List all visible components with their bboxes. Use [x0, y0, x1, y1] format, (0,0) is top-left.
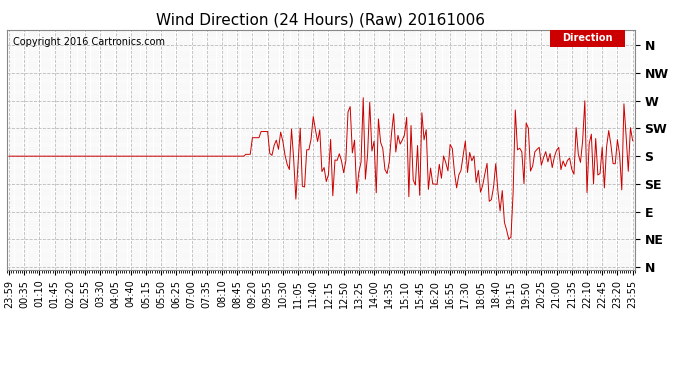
Text: Copyright 2016 Cartronics.com: Copyright 2016 Cartronics.com — [13, 37, 165, 47]
Title: Wind Direction (24 Hours) (Raw) 20161006: Wind Direction (24 Hours) (Raw) 20161006 — [157, 12, 485, 27]
